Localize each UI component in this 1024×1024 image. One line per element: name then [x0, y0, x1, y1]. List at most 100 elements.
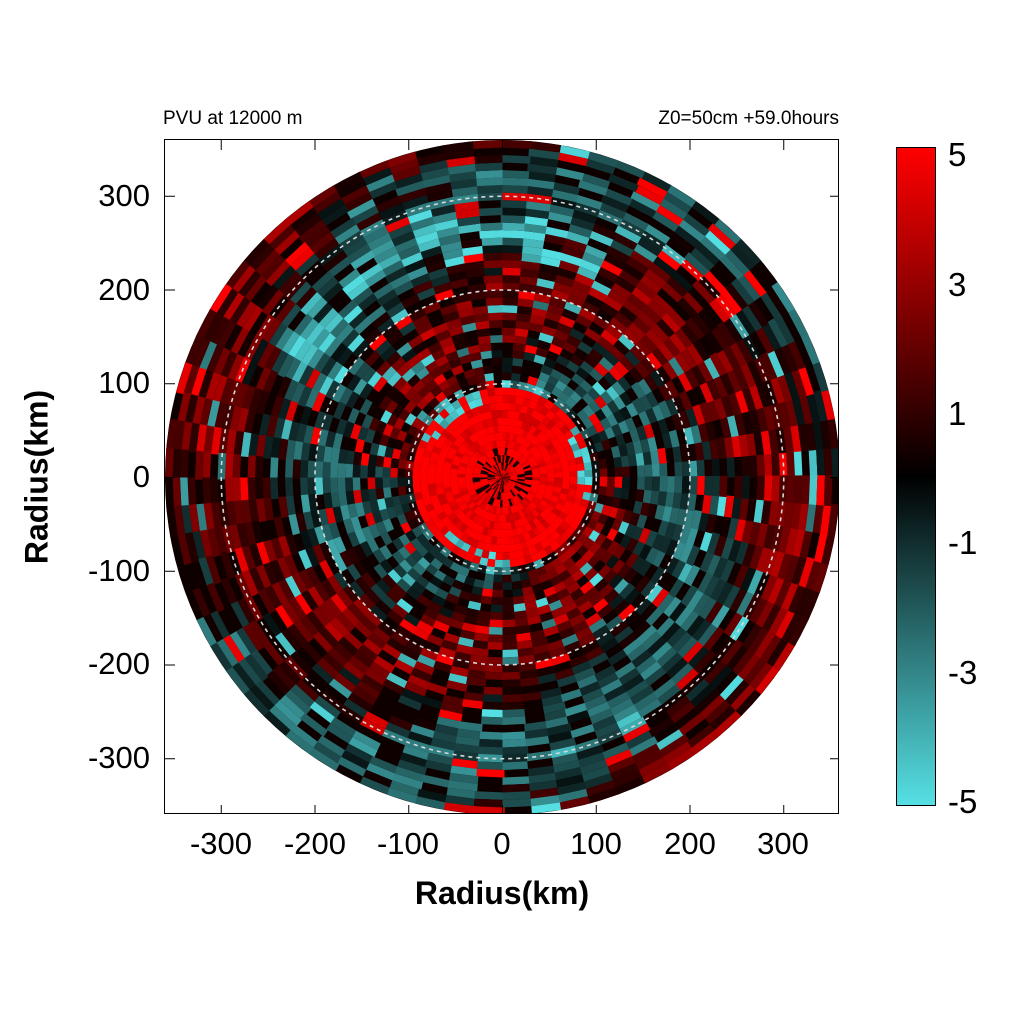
- heatmap-cell: [551, 653, 571, 666]
- heatmap-cell: [505, 432, 511, 441]
- heatmap-cell: [363, 711, 391, 730]
- heatmap-cell: [497, 529, 503, 538]
- heatmap-cell: [502, 477, 510, 479]
- heatmap-cell: [624, 416, 637, 432]
- heatmap-cell: [354, 361, 371, 380]
- heatmap-cell: [299, 405, 313, 427]
- heatmap-cell: [655, 364, 672, 384]
- heatmap-cell: [582, 491, 592, 501]
- heatmap-cell: [263, 435, 274, 459]
- heatmap-cell: [498, 492, 502, 500]
- heatmap-cell: [703, 626, 725, 652]
- heatmap-cell: [285, 689, 312, 715]
- heatmap-cell: [274, 700, 302, 726]
- heatmap-cell: [493, 521, 499, 530]
- heatmap-cell: [449, 525, 460, 536]
- heatmap-cell: [247, 455, 256, 480]
- heatmap-cell: [783, 370, 800, 400]
- heatmap-cell: [589, 451, 599, 462]
- heatmap-cell: [479, 436, 487, 446]
- heatmap-cell: [629, 511, 641, 527]
- heatmap-cell: [445, 318, 462, 330]
- heatmap-cell: [446, 434, 457, 444]
- heatmap-cell: [597, 376, 612, 391]
- heatmap-cell: [400, 441, 411, 453]
- heatmap-cell: [579, 580, 595, 595]
- heatmap-cell: [392, 173, 423, 190]
- heatmap-cell: [621, 211, 649, 231]
- heatmap-cell: [584, 476, 593, 486]
- heatmap-cell: [505, 455, 509, 463]
- heatmap-cell: [524, 422, 533, 432]
- heatmap-cell: [523, 440, 532, 449]
- heatmap-cell: [625, 401, 639, 418]
- heatmap-cell: [492, 506, 498, 515]
- heatmap-cell: [561, 245, 585, 259]
- heatmap-cell: [520, 460, 529, 467]
- heatmap-cell: [347, 407, 360, 425]
- heatmap-cell: [363, 350, 381, 368]
- heatmap-cell: [502, 671, 522, 680]
- heatmap-cell: [530, 787, 561, 799]
- heatmap-cell: [631, 525, 644, 541]
- heatmap-cell: [489, 335, 503, 344]
- heatmap-cell: [574, 385, 588, 398]
- heatmap-cell: [434, 226, 460, 239]
- heatmap-cell: [458, 721, 483, 732]
- heatmap-cell: [381, 573, 398, 590]
- heatmap-cell: [583, 461, 593, 471]
- heatmap-cell: [412, 626, 431, 642]
- heatmap-cell: [375, 488, 385, 501]
- heatmap-cell: [380, 594, 398, 611]
- heatmap-cell: [209, 283, 233, 315]
- heatmap-cell: [449, 186, 478, 198]
- heatmap-cell: [467, 600, 482, 611]
- heatmap-cell: [343, 192, 373, 213]
- heatmap-cell: [502, 514, 507, 523]
- heatmap-cell: [804, 420, 817, 451]
- heatmap-cell: [760, 352, 778, 380]
- heatmap-cell: [502, 470, 506, 478]
- heatmap-cell: [468, 434, 477, 444]
- heatmap-cell: [508, 543, 516, 553]
- heatmap-cell: [362, 500, 373, 516]
- heatmap-cell: [225, 453, 234, 480]
- heatmap-cell: [389, 780, 422, 797]
- heatmap-cell: [363, 269, 387, 288]
- heatmap-cell: [473, 397, 484, 408]
- heatmap-cell: [363, 769, 395, 789]
- heatmap-cell: [406, 374, 421, 388]
- heatmap-cell: [364, 428, 376, 444]
- heatmap-cell: [579, 360, 595, 375]
- heatmap-cell: [632, 439, 643, 455]
- heatmap-cell: [543, 625, 560, 637]
- heatmap-cell: [325, 380, 341, 400]
- heatmap-cell: [644, 476, 653, 491]
- heatmap-cell: [438, 646, 458, 659]
- heatmap-cell: [262, 641, 286, 668]
- heatmap-cell: [555, 322, 573, 335]
- heatmap-cell: [463, 691, 486, 702]
- heatmap-cell: [508, 468, 516, 474]
- heatmap-cell: [312, 631, 334, 654]
- heatmap-cell: [393, 315, 413, 331]
- heatmap-cell: [306, 297, 328, 320]
- heatmap-cell: [351, 287, 374, 307]
- heatmap-cell: [643, 373, 659, 392]
- heatmap-cell: [512, 350, 525, 360]
- heatmap-cell: [542, 438, 552, 448]
- heatmap-cell: [492, 448, 497, 457]
- heatmap-cell: [472, 640, 490, 650]
- heatmap-cell: [719, 475, 728, 498]
- heatmap-cell: [512, 442, 519, 451]
- heatmap-cell: [525, 494, 534, 502]
- heatmap-cell: [637, 377, 652, 395]
- heatmap-cell: [658, 535, 673, 554]
- heatmap-cell: [538, 332, 554, 344]
- heatmap-cell: [515, 503, 522, 512]
- heatmap-cell: [536, 458, 545, 465]
- heatmap-cell: [498, 470, 503, 478]
- heatmap-cell: [263, 710, 293, 738]
- heatmap-cell: [399, 618, 418, 634]
- heatmap-cell: [812, 560, 830, 593]
